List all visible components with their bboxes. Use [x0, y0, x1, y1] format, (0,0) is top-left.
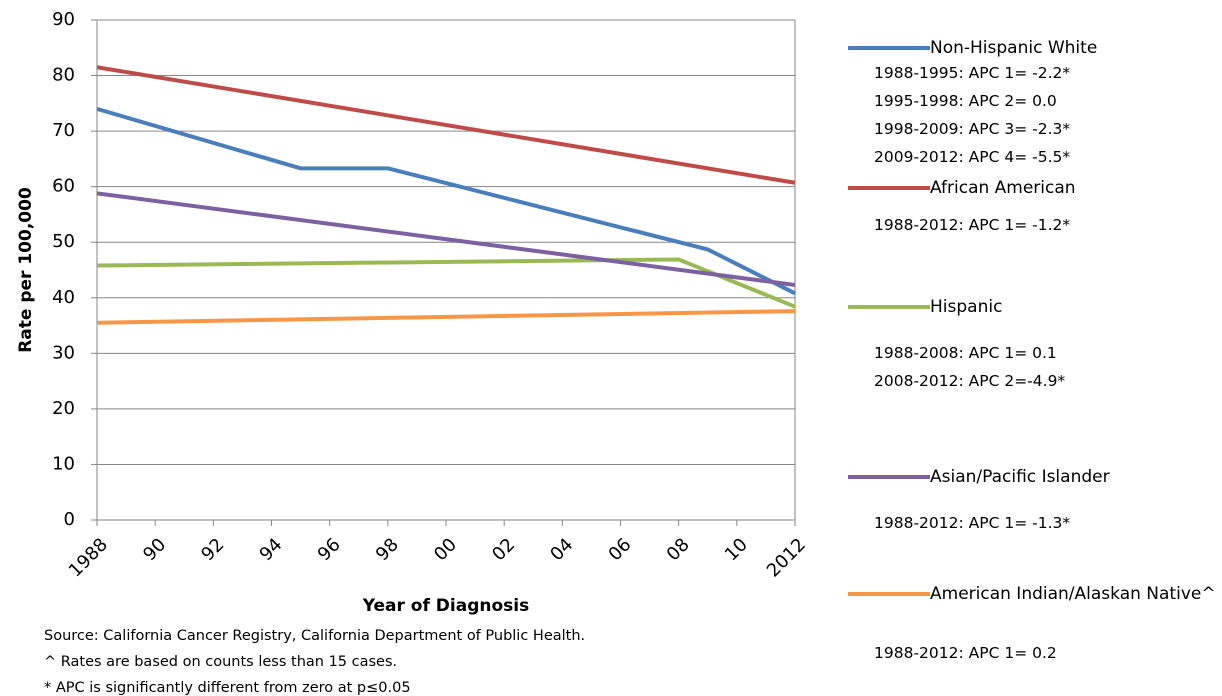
legend-label: African American	[930, 178, 1076, 198]
legend-note: 1998-2009: APC 3= -2.3*	[874, 120, 1071, 138]
y-tick-label: 70	[52, 120, 75, 141]
y-tick-label: 90	[52, 9, 75, 30]
x-tick-label: 08	[663, 534, 694, 565]
legend-note: 1988-2012: APC 1= -1.3*	[874, 514, 1071, 532]
x-tick-label: 92	[197, 534, 228, 565]
legend-note: 1995-1998: APC 2= 0.0	[874, 92, 1057, 110]
legend-label: Asian/Pacific Islander	[930, 467, 1110, 487]
footnote: * APC is significantly different from ze…	[44, 680, 411, 696]
legend-label: Hispanic	[930, 297, 1003, 317]
x-tick-label: 06	[605, 534, 636, 565]
y-tick-label: 10	[52, 453, 75, 474]
footnote: Source: California Cancer Registry, Cali…	[44, 628, 586, 644]
series-line	[96, 309, 796, 325]
x-tick-label: 94	[256, 534, 287, 565]
y-tick-label: 20	[52, 398, 75, 419]
y-tick-label: 40	[52, 287, 75, 308]
x-tick-label: 02	[488, 534, 519, 565]
footnote: ^ Rates are based on counts less than 15…	[44, 654, 398, 670]
legend-label: Non-Hispanic White	[930, 38, 1098, 58]
y-tick-label: 50	[52, 231, 75, 252]
y-axis-label: Rate per 100,000	[16, 187, 36, 353]
x-tick-label: 1988	[65, 534, 112, 581]
x-tick-label: 90	[139, 534, 170, 565]
x-tick-label: 96	[314, 534, 345, 565]
legend-note: 2009-2012: APC 4= -5.5*	[874, 148, 1071, 166]
x-axis-label: Year of Diagnosis	[362, 596, 529, 616]
y-tick-label: 80	[52, 65, 75, 86]
x-tick-label: 00	[430, 534, 461, 565]
legend-note: 1988-2012: APC 1= -1.2*	[874, 216, 1071, 234]
y-tick-label: 60	[52, 176, 75, 197]
legend-note: 2008-2012: APC 2=-4.9*	[874, 372, 1066, 390]
legend-note: 1988-2012: APC 1= 0.2	[874, 644, 1057, 662]
y-tick-label: 30	[52, 342, 75, 363]
y-tick-label: 0	[64, 509, 75, 530]
legend-note: 1988-2008: APC 1= 0.1	[874, 344, 1057, 362]
legend-note: 1988-1995: APC 1= -2.2*	[874, 64, 1071, 82]
series-line	[96, 65, 796, 185]
legend-label: American Indian/Alaskan Native^	[930, 584, 1216, 604]
x-tick-label: 10	[721, 534, 752, 565]
series-line	[96, 191, 796, 287]
x-tick-label: 04	[546, 534, 577, 565]
x-tick-label: 2012	[763, 534, 810, 581]
series-line	[96, 257, 796, 309]
series-line	[96, 106, 796, 296]
x-tick-label: 98	[372, 534, 403, 565]
